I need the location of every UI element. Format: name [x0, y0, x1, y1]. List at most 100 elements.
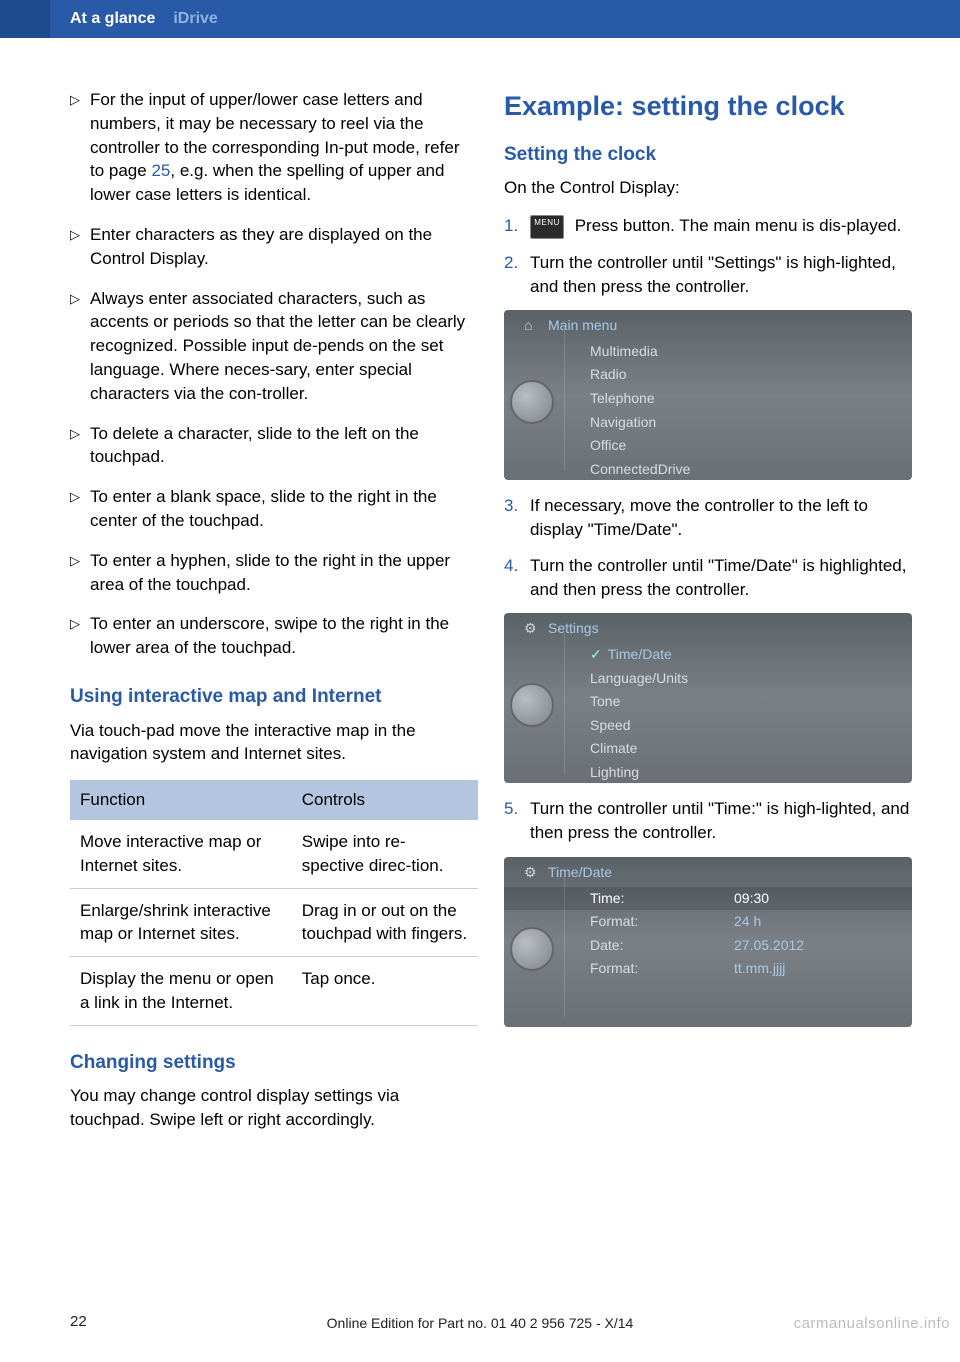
- table-cell: Swipe into re‐spective direc‐tion.: [292, 820, 478, 888]
- row-value: 27.05.2012: [734, 936, 804, 956]
- table-header-row: Function Controls: [70, 780, 478, 820]
- list-item: ▷ For the input of upper/lower case lett…: [70, 88, 478, 207]
- row-label: Date:: [590, 937, 623, 953]
- step-item: 2.Turn the controller until "Settings" i…: [504, 251, 912, 299]
- list-item: ▷To delete a character, slide to the lef…: [70, 422, 478, 470]
- table-row: Move interactive map or Internet sites.S…: [70, 820, 478, 888]
- step-text: Turn the controller until "Time:" is hig…: [530, 797, 912, 845]
- bullet-icon: ▷: [70, 552, 80, 597]
- paragraph: You may change control display settings …: [70, 1084, 478, 1132]
- bullet-icon: ▷: [70, 226, 80, 271]
- screen-title: Time/Date: [504, 857, 912, 887]
- menu-item: Navigation: [504, 411, 912, 435]
- row-label: Time:: [590, 890, 624, 906]
- heading-setting: Setting the clock: [504, 142, 912, 169]
- heading-map: Using interactive map and Internet: [70, 684, 478, 711]
- step-number: 3.: [504, 494, 530, 542]
- home-icon: ⌂: [524, 316, 532, 336]
- list-item: ▷To enter a blank space, slide to the ri…: [70, 485, 478, 533]
- row-label: Format:: [590, 960, 638, 976]
- menu-item: Speed: [504, 714, 912, 738]
- table-cell: Tap once.: [292, 957, 478, 1026]
- step-item: 3.If necessary, move the controller to t…: [504, 494, 912, 542]
- bullet-text: To delete a character, slide to the left…: [90, 422, 478, 470]
- function-table: Function Controls Move interactive map o…: [70, 780, 478, 1026]
- table-header: Function: [70, 780, 292, 820]
- paragraph: On the Control Display:: [504, 176, 912, 200]
- menu-item: Office: [504, 434, 912, 458]
- bullet-text: Always enter associated characters, such…: [90, 287, 478, 406]
- step-text: Press button. The main menu is dis‐playe…: [530, 214, 912, 239]
- divider: [564, 633, 565, 773]
- header-section: At a glance: [70, 8, 155, 30]
- list-item: ▷To enter a hyphen, slide to the right i…: [70, 549, 478, 597]
- display-settings: ⚙ Settings ✓ Time/Date Language/Units Ton…: [504, 613, 912, 783]
- step-number: 4.: [504, 554, 530, 602]
- gear-icon: ⚙: [524, 863, 537, 883]
- table-row: Enlarge/shrink interactive map or Intern…: [70, 888, 478, 957]
- step-number: 5.: [504, 797, 530, 845]
- bullet-icon: ▷: [70, 290, 80, 406]
- bullet-text: To enter an underscore, swipe to the rig…: [90, 612, 478, 660]
- steps-list: 1. Press button. The main menu is dis‐pl…: [504, 214, 912, 298]
- menu-item: Tone: [504, 690, 912, 714]
- screen-title: Main menu: [504, 310, 912, 340]
- menu-button-icon: [530, 215, 564, 239]
- menu-row: Format: tt.mm.jjjj: [504, 957, 912, 981]
- row-value: tt.mm.jjjj: [734, 959, 785, 979]
- menu-item: Multimedia: [504, 340, 912, 364]
- menu-item: Language/Units: [504, 667, 912, 691]
- list-item: ▷Always enter associated characters, suc…: [70, 287, 478, 406]
- bullet-list: ▷ For the input of upper/lower case lett…: [70, 88, 478, 660]
- menu-item: Radio: [504, 363, 912, 387]
- list-item: ▷To enter an underscore, swipe to the ri…: [70, 612, 478, 660]
- step-number: 2.: [504, 251, 530, 299]
- screen-title: Settings: [504, 613, 912, 643]
- table-cell: Drag in or out on the touchpad with fing…: [292, 888, 478, 957]
- display-time-date: ⚙ Time/Date Time: 09:30 Format: 24 h Date:…: [504, 857, 912, 1027]
- bullet-text: To enter a blank space, slide to the rig…: [90, 485, 478, 533]
- menu-row-selected: Time: 09:30: [504, 887, 912, 911]
- heading-changing: Changing settings: [70, 1050, 478, 1077]
- step-number: 1.: [504, 214, 530, 239]
- table-cell: Display the menu or open a link in the I…: [70, 957, 292, 1026]
- table-cell: Enlarge/shrink interactive map or Intern…: [70, 888, 292, 957]
- row-value: 09:30: [734, 889, 769, 909]
- table-row: Display the menu or open a link in the I…: [70, 957, 478, 1026]
- bullet-icon: ▷: [70, 615, 80, 660]
- table-header: Controls: [292, 780, 478, 820]
- divider: [564, 330, 565, 470]
- steps-list: 3.If necessary, move the controller to t…: [504, 494, 912, 601]
- bullet-text: Enter characters as they are displayed o…: [90, 223, 478, 271]
- header-bar: At a glance iDrive: [0, 0, 960, 38]
- row-value: 24 h: [734, 912, 761, 932]
- bullet-icon: ▷: [70, 91, 80, 207]
- step-text: Turn the controller until "Settings" is …: [530, 251, 912, 299]
- paragraph: Via touch-pad move the interactive map i…: [70, 719, 478, 767]
- step-item: 5.Turn the controller until "Time:" is h…: [504, 797, 912, 845]
- menu-label: Time/Date: [608, 646, 672, 662]
- check-icon: ✓: [590, 646, 602, 662]
- row-label: Format:: [590, 913, 638, 929]
- step-text: Turn the controller until "Time/Date" is…: [530, 554, 912, 602]
- menu-item: Telephone: [504, 387, 912, 411]
- gear-icon: ⚙: [524, 619, 537, 639]
- list-item: ▷Enter characters as they are displayed …: [70, 223, 478, 271]
- controller-knob-icon: [510, 380, 554, 424]
- step-text: If necessary, move the controller to the…: [530, 494, 912, 542]
- bullet-text: To enter a hyphen, slide to the right in…: [90, 549, 478, 597]
- heading-example: Example: setting the clock: [504, 88, 912, 126]
- page-link[interactable]: 25: [151, 161, 170, 180]
- bullet-text: For the input of upper/lower case letter…: [90, 88, 478, 207]
- text-fragment: Press button. The main menu is dis‐playe…: [570, 216, 901, 235]
- page-content: ▷ For the input of upper/lower case lett…: [0, 38, 960, 1146]
- bullet-icon: ▷: [70, 488, 80, 533]
- table-cell: Move interactive map or Internet sites.: [70, 820, 292, 888]
- menu-item: Lighting: [504, 761, 912, 783]
- step-item: 1. Press button. The main menu is dis‐pl…: [504, 214, 912, 239]
- right-column: Example: setting the clock Setting the c…: [504, 88, 912, 1146]
- display-main-menu: ⌂ Main menu Multimedia Radio Telephone N…: [504, 310, 912, 480]
- menu-item-highlighted: ✓ Time/Date: [504, 643, 912, 667]
- menu-item: ConnectedDrive: [504, 458, 912, 480]
- header-tab: [0, 0, 50, 38]
